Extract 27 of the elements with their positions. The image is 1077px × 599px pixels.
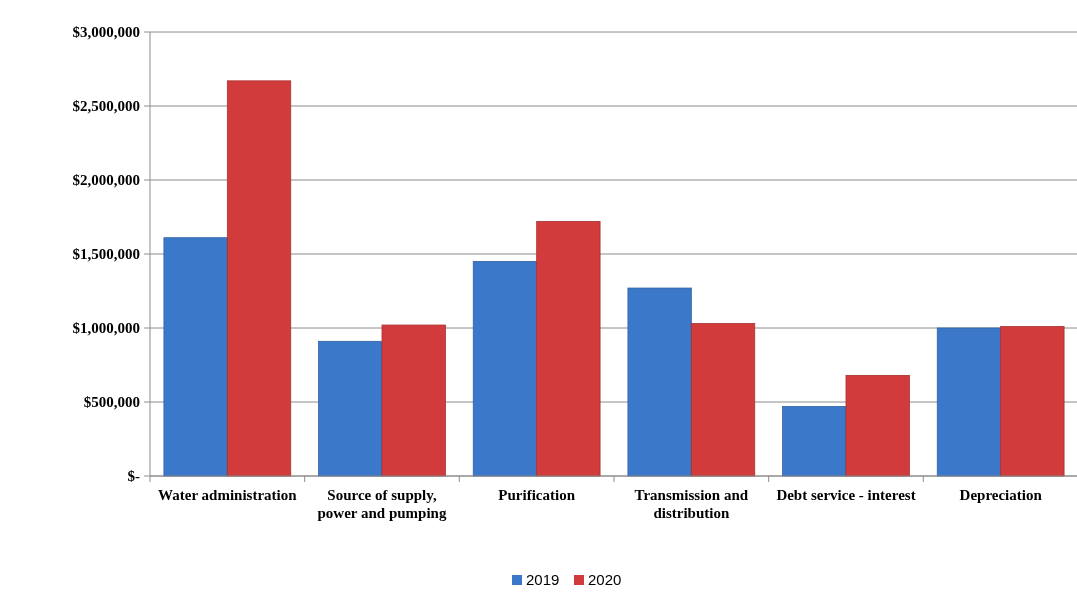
bar	[936, 327, 1002, 477]
legend-label: 2020	[588, 571, 622, 589]
y-tick-label: $1,000,000	[72, 320, 140, 337]
x-tick-label: Water administration	[158, 487, 298, 503]
y-tick-label: $2,000,000	[72, 172, 140, 189]
y-tick-label: $-	[127, 468, 140, 485]
legend-label: 2019	[526, 571, 560, 589]
x-tick-label: Debt service - interest	[776, 487, 916, 503]
bar	[318, 340, 383, 477]
bar	[536, 221, 601, 477]
bar	[845, 374, 910, 477]
bar	[1000, 326, 1065, 477]
x-tick-label: Depreciation	[959, 487, 1043, 503]
x-tick-label: Source of supply, power and pumping	[317, 487, 447, 521]
bar	[690, 323, 756, 477]
y-tick-label: $3,000,000	[72, 24, 140, 41]
bar	[472, 261, 538, 477]
bar	[627, 287, 692, 477]
bar	[226, 80, 292, 477]
y-tick-label: $500,000	[83, 394, 140, 411]
bar	[782, 406, 847, 477]
bar	[381, 324, 446, 477]
bar	[163, 237, 228, 477]
y-tick-label: $1,500,000	[72, 246, 140, 263]
x-tick-label: Purification	[498, 487, 576, 503]
y-tick-label: $2,500,000	[72, 98, 140, 115]
x-tick-label: Transmission and distribution	[634, 487, 749, 521]
